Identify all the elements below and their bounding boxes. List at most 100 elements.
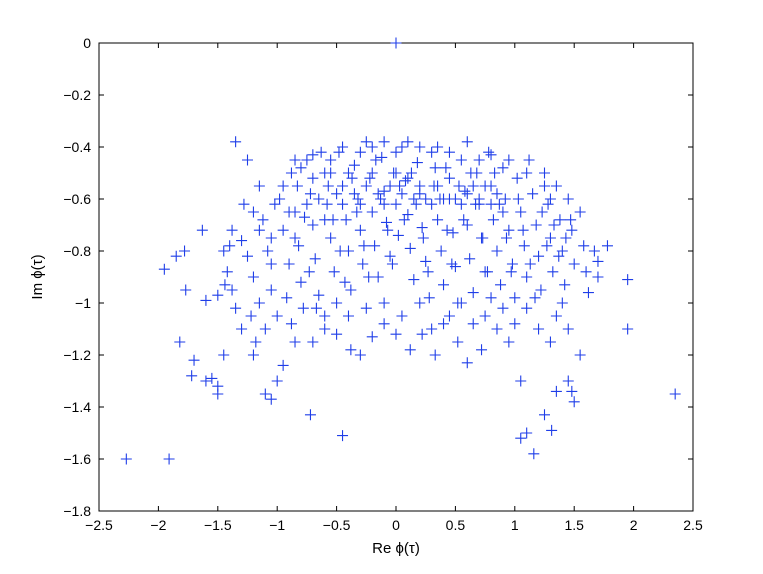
data-point [325,232,337,244]
data-point [582,287,594,299]
data-point [414,180,426,192]
data-point [487,214,499,226]
data-point [295,276,307,288]
data-point [247,271,259,283]
data-point [360,180,372,192]
data-point [435,245,447,257]
data-point [536,206,548,218]
data-point [479,310,491,322]
data-point [369,240,381,252]
data-point [524,258,536,270]
x-tick-label: −1 [269,517,285,533]
data-point [408,274,420,286]
y-tick-label: −1.4 [63,399,91,415]
data-point [390,328,402,340]
data-point [467,287,479,299]
data-point [354,349,366,361]
data-point [337,430,349,442]
y-tick-label: −1.8 [63,503,91,519]
data-point [467,318,479,330]
y-tick-label: −0.2 [63,87,91,103]
data-point [515,375,527,387]
data-point [499,193,511,205]
data-point [247,206,259,218]
data-point [550,385,562,397]
data-point [622,274,634,286]
data-point [380,216,392,228]
data-point [495,279,507,291]
data-point [307,219,319,231]
data-point [429,162,441,174]
data-point [565,214,577,226]
data-point [461,188,473,200]
x-tick-label: −1.5 [204,517,232,533]
data-point [285,167,297,179]
data-point [384,180,396,192]
data-point [351,206,363,218]
data-point [354,146,366,158]
data-point [363,271,375,283]
data-point [438,193,450,205]
data-point [500,232,512,244]
data-point [257,214,269,226]
data-point [402,136,414,148]
data-point [366,331,378,343]
data-point [370,154,382,166]
data-point [530,219,542,231]
data-point [574,349,586,361]
data-point [186,370,198,382]
data-point [226,224,238,236]
data-point [473,193,485,205]
x-tick-label: 0 [392,517,400,533]
data-point [390,146,402,158]
x-tick-label: 2.5 [683,517,703,533]
data-point [592,255,604,267]
data-point [527,188,539,200]
data-point [158,263,170,275]
data-points [120,37,681,465]
data-point [568,258,580,270]
data-point [283,258,295,270]
data-point [376,151,388,163]
data-point [578,240,590,252]
data-point [432,214,444,226]
data-point [224,240,236,252]
x-tick-label: −2.5 [85,517,113,533]
data-point [449,193,461,205]
data-point [342,310,354,322]
data-point [521,302,533,314]
data-point [170,250,182,262]
data-point [528,448,540,460]
data-point [334,245,346,257]
data-point [481,266,493,278]
data-point [364,172,376,184]
data-point [414,141,426,153]
data-point [410,198,422,210]
data-point [390,167,402,179]
data-point [245,310,257,322]
data-point [438,279,450,291]
data-point [265,284,277,296]
data-point [404,344,416,356]
data-point [476,344,488,356]
data-point [378,297,390,309]
x-axis-label: Re ϕ(τ) [372,540,420,557]
data-point [568,396,580,408]
x-tick-label: 2 [630,517,638,533]
data-point [262,245,274,257]
data-point [521,271,533,283]
data-point [547,266,559,278]
data-point [307,336,319,348]
y-axis-label: Im ϕ(τ) [29,254,46,299]
data-point [271,375,283,387]
data-point [566,224,578,236]
data-point [441,224,453,236]
x-tick-label: 1 [511,517,519,533]
data-point [523,154,535,166]
data-point [461,357,473,369]
data-point [416,222,428,234]
data-point [337,198,349,210]
data-point [378,198,390,210]
data-point [342,167,354,179]
data-point [580,266,592,278]
